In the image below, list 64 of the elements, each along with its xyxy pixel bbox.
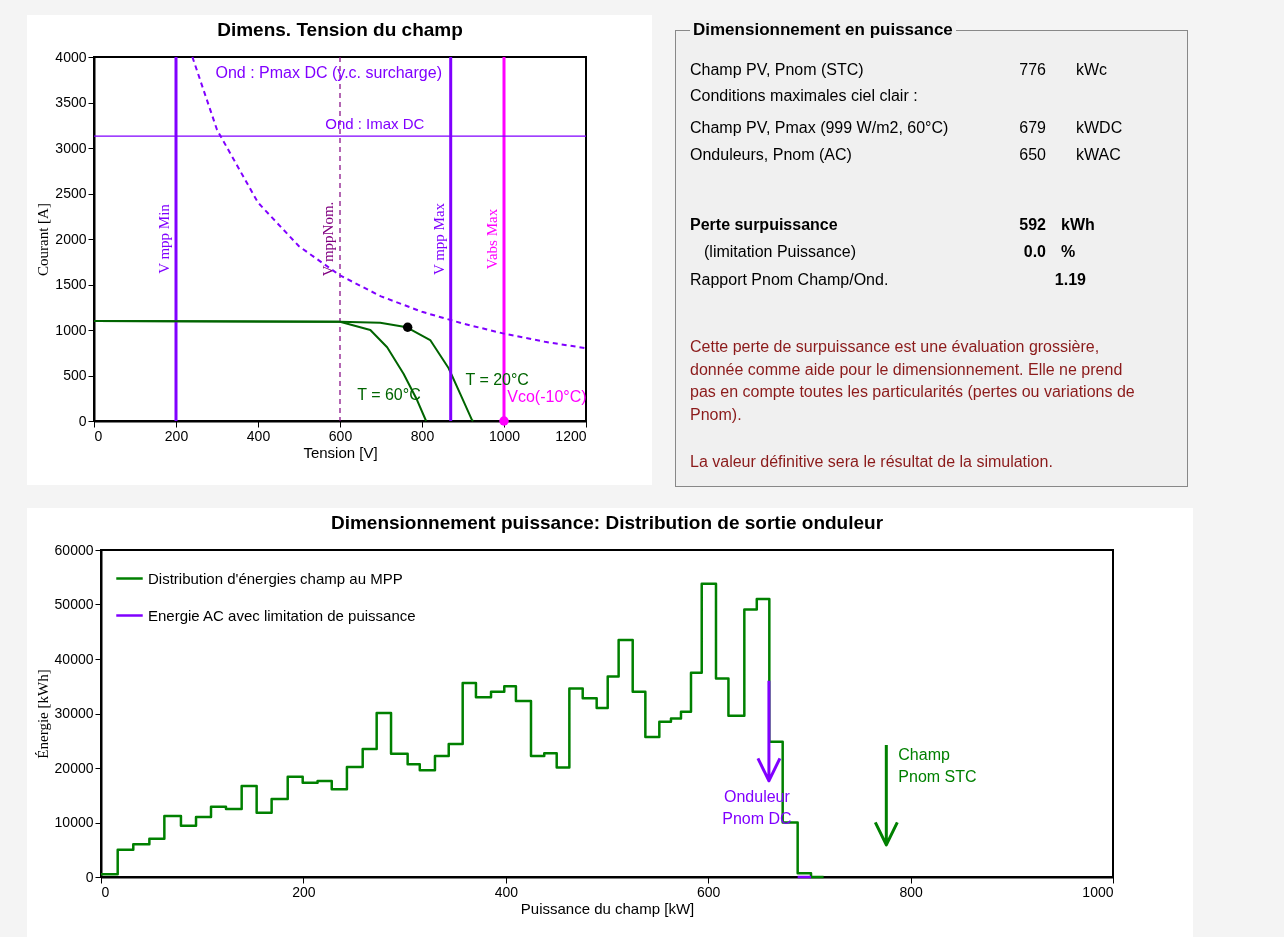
text: 650 [1018,146,1046,164]
x-tick-label: 1000 [1082,883,1114,900]
x-tick-label: 200 [292,883,316,900]
legend-label: Energie AC avec limitation de puissance [148,606,416,624]
text: Perte surpuissance [690,216,838,234]
ref-line-label: V mpp Max [430,202,447,276]
ref-line-label: Vabs Max [484,208,500,270]
x-tick-label: 800 [899,883,923,900]
ref-line-label: V mpp Min [156,203,172,274]
y-tick-label: 0 [78,412,87,429]
text: Conditions maximales ciel clair : [690,87,918,105]
ref-line-label: V mppNom. [320,201,336,277]
y-tick-label: 30000 [54,705,94,721]
text: 679 [1018,119,1046,137]
x-tick-label: 800 [410,427,435,444]
x-tick-label: 1200 [555,427,587,444]
annotation: Champ Pnom STC [898,745,977,785]
text: (limitation Puissance) [704,243,857,261]
y-tick-label: 50000 [54,596,94,612]
text: 592 [1018,216,1046,234]
annotation: Ond : Pmax DC (y.c. surcharge) [215,64,442,82]
x-tick-label: 0 [101,883,110,900]
text: Dimensionnement en puissance [690,20,956,40]
legend-label: Distribution d'énergies champ au MPP [148,569,403,587]
x-tick-label: 600 [697,883,721,900]
text: Rapport Pnom Champ/Ond. [690,271,889,289]
text: % [1061,243,1076,261]
text: Champ PV, Pmax (999 W/m2, 60°C) [690,119,949,137]
y-tick-label: 1500 [55,276,87,292]
y-tick-label: 3500 [55,94,87,110]
text: kWAC [1076,146,1121,164]
text: kWc [1076,61,1108,79]
y-tick-label: 10000 [54,814,94,830]
y-tick-label: 0 [85,868,94,885]
x-tick-label: 600 [328,427,353,444]
chart-title: Dimens. Tension du champ [217,19,463,40]
y-tick-label: 3000 [55,139,87,156]
text: Champ PV, Pnom (STC) [690,61,864,79]
x-tick-label: 1000 [488,427,521,444]
x-tick-label: 400 [246,427,271,444]
x-tick-label: 400 [494,883,519,900]
y-axis-title: Courant [A] [35,203,52,276]
text: kWh [1061,216,1095,234]
y-tick-label: 4000 [55,48,87,65]
text: Cette perte de surpuissance est une évaluation grossière, donnée comme aide pour le dimensionnement. Elle ne prend pas en compte toutes les particularités (pertes ou variations de Pnom). [690,337,1135,425]
ref-line-label: Ond : Imax DC [325,115,425,133]
y-axis-title: Énergie [kWh] [34,669,51,759]
y-tick-label: 40000 [54,650,94,667]
text: 0.0 [1022,243,1046,261]
y-tick-label: 60000 [54,541,94,558]
text: Onduleurs, Pnom (AC) [690,146,852,164]
x-axis-title: Tension [V] [303,443,378,461]
text: 776 [1018,61,1046,79]
x-tick-label: 200 [164,427,189,444]
y-tick-label: 20000 [54,759,94,776]
y-tick-label: 1000 [55,321,87,338]
text: La valeur définitive sera le résultat de la simulation. [690,452,1054,472]
x-axis-title: Puissance du champ [kW] [520,899,695,917]
chart-title: Dimensionnement puissance: Distribution de sortie onduleur [330,512,884,533]
text: 1.19 [1053,271,1086,289]
y-tick-label: 2500 [55,185,87,201]
text: kWDC [1076,119,1123,137]
y-tick-label: 2000 [55,230,87,247]
y-tick-label: 500 [63,367,87,383]
